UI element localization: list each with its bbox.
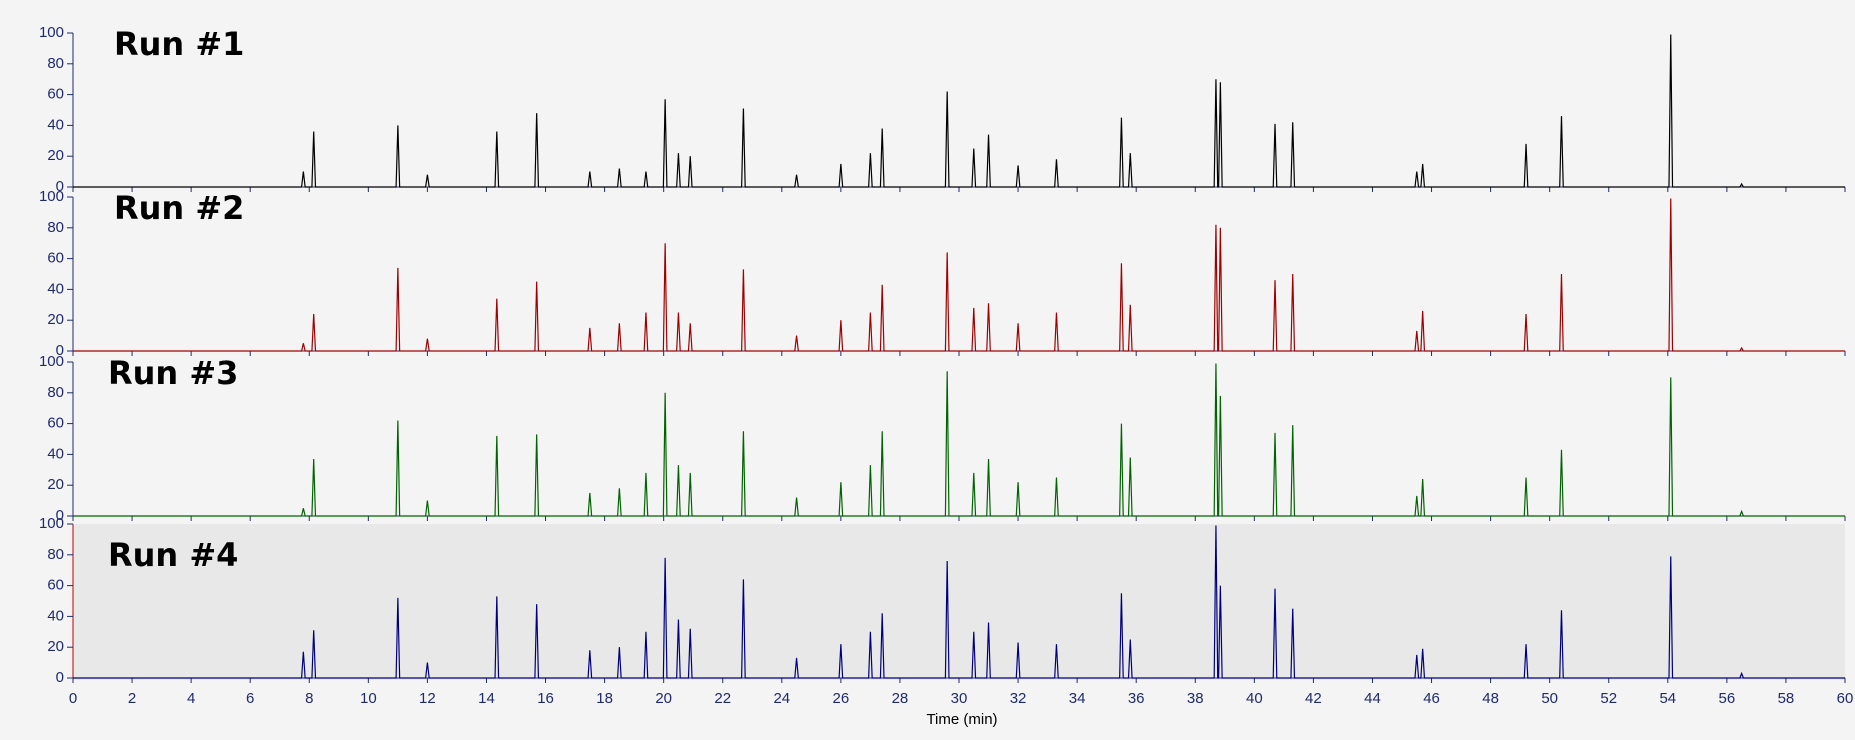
x-tick-label: 2 (128, 690, 136, 707)
y-tick-label: 40 (47, 280, 64, 297)
x-tick-label: 56 (1719, 690, 1736, 707)
y-tick-label: 0 (56, 178, 64, 195)
y-tick-label: 60 (47, 415, 64, 432)
x-axis-label: Time (min) (926, 711, 997, 728)
x-tick-label: 58 (1778, 690, 1795, 707)
x-tick-label: 40 (1246, 690, 1263, 707)
y-tick-label: 100 (39, 515, 64, 532)
x-tick-label: 36 (1128, 690, 1145, 707)
x-tick-label: 32 (1010, 690, 1027, 707)
run-label: Run #3 (108, 354, 238, 392)
x-tick-label: 8 (305, 690, 313, 707)
y-tick-label: 60 (47, 577, 64, 594)
y-tick-label: 20 (47, 638, 64, 655)
y-tick-label: 40 (47, 607, 64, 624)
x-tick-label: 0 (69, 690, 77, 707)
x-tick-label: 52 (1600, 690, 1617, 707)
y-tick-label: 60 (47, 250, 64, 267)
y-tick-label: 80 (47, 219, 64, 236)
x-tick-label: 22 (714, 690, 731, 707)
x-tick-label: 12 (419, 690, 436, 707)
x-tick-label: 50 (1541, 690, 1558, 707)
run-label: Run #1 (114, 25, 244, 63)
run-label: Run #2 (114, 189, 244, 227)
run-label: Run #4 (108, 536, 238, 574)
selected-panel-bg (73, 524, 1845, 680)
y-tick-label: 80 (47, 384, 64, 401)
y-tick-label: 80 (47, 546, 64, 563)
y-tick-label: 40 (47, 116, 64, 133)
y-tick-label: 0 (56, 669, 64, 686)
y-tick-label: 0 (56, 507, 64, 524)
x-tick-label: 34 (1069, 690, 1086, 707)
x-tick-label: 20 (655, 690, 672, 707)
x-tick-label: 28 (892, 690, 909, 707)
x-tick-label: 6 (246, 690, 254, 707)
trace (73, 198, 1845, 352)
trace (73, 363, 1845, 517)
x-tick-label: 18 (596, 690, 613, 707)
y-tick-label: 20 (47, 311, 64, 328)
y-tick-label: 100 (39, 353, 64, 370)
trace (73, 525, 1845, 679)
y-tick-label: 100 (39, 24, 64, 41)
x-tick-label: 54 (1659, 690, 1676, 707)
y-tick-label: 100 (39, 188, 64, 205)
y-tick-label: 60 (47, 86, 64, 103)
y-tick-label: 80 (47, 55, 64, 72)
x-tick-label: 38 (1187, 690, 1204, 707)
x-tick-label: 48 (1482, 690, 1499, 707)
x-tick-label: 30 (951, 690, 968, 707)
x-tick-label: 46 (1423, 690, 1440, 707)
x-tick-label: 42 (1305, 690, 1322, 707)
x-tick-label: 24 (773, 690, 790, 707)
y-tick-label: 20 (47, 147, 64, 164)
y-tick-label: 0 (56, 342, 64, 359)
x-tick-label: 60 (1837, 690, 1854, 707)
x-tick-label: 44 (1364, 690, 1381, 707)
x-tick-label: 16 (537, 690, 554, 707)
y-tick-label: 20 (47, 476, 64, 493)
x-tick-label: 14 (478, 690, 495, 707)
x-tick-label: 10 (360, 690, 377, 707)
y-tick-label: 40 (47, 445, 64, 462)
x-tick-label: 4 (187, 690, 195, 707)
trace (73, 34, 1845, 188)
x-tick-label: 26 (833, 690, 850, 707)
